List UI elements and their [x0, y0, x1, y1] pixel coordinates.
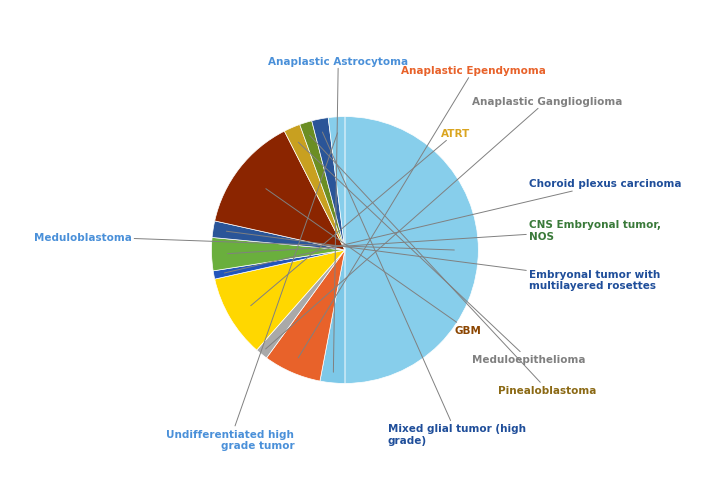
Wedge shape	[215, 132, 345, 250]
Text: Anaplastic Ependymoma: Anaplastic Ependymoma	[299, 66, 546, 358]
Text: GBM: GBM	[266, 189, 481, 335]
Wedge shape	[215, 250, 345, 350]
Wedge shape	[320, 250, 345, 384]
Text: Meduloblastoma: Meduloblastoma	[33, 232, 454, 250]
Wedge shape	[213, 250, 345, 280]
Wedge shape	[211, 238, 345, 272]
Wedge shape	[284, 125, 345, 250]
Text: ATRT: ATRT	[251, 128, 470, 306]
Wedge shape	[311, 118, 345, 250]
Wedge shape	[345, 117, 479, 384]
Text: Anaplastic Astrocytoma: Anaplastic Astrocytoma	[268, 57, 408, 372]
Text: Mixed glial tumor (high
grade): Mixed glial tumor (high grade)	[322, 133, 525, 445]
Wedge shape	[300, 122, 345, 250]
Wedge shape	[212, 221, 345, 250]
Text: Meduloepithelioma: Meduloepithelioma	[299, 143, 585, 365]
Wedge shape	[328, 117, 345, 251]
Text: Choroid plexus carcinoma: Choroid plexus carcinoma	[225, 179, 682, 274]
Text: Undifferentiated high
grade tumor: Undifferentiated high grade tumor	[166, 134, 338, 450]
Wedge shape	[257, 250, 345, 358]
Text: Pinealoblastoma: Pinealoblastoma	[309, 136, 597, 395]
Text: Anaplastic Ganglioglioma: Anaplastic Ganglioglioma	[266, 96, 622, 349]
Text: CNS Embryonal tumor,
NOS: CNS Embryonal tumor, NOS	[228, 220, 661, 254]
Wedge shape	[267, 250, 345, 381]
Text: Embryonal tumor with
multilayered rosettes: Embryonal tumor with multilayered rosett…	[226, 232, 661, 291]
